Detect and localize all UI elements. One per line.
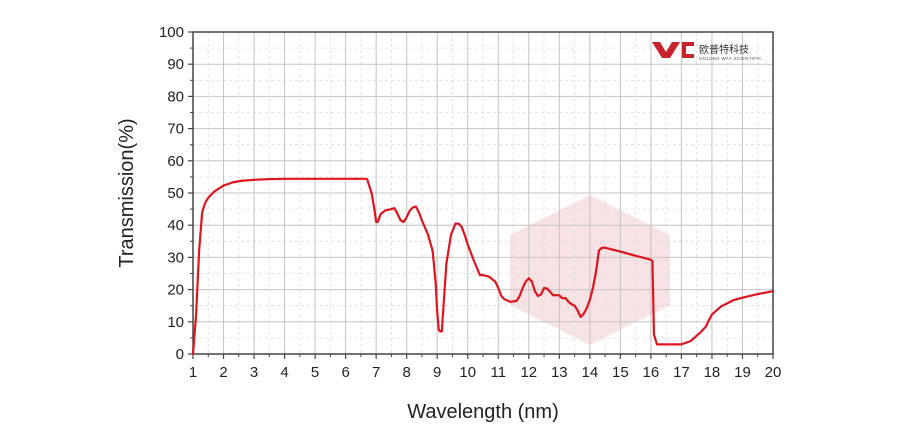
x-tick-label: 17 [673,364,690,381]
x-tick-label: 4 [280,364,288,381]
x-tick-label: 20 [765,364,782,381]
x-tick-label: 6 [341,364,349,381]
y-tick-label: 80 [167,88,184,105]
x-tick-label: 14 [581,364,598,381]
x-tick-label: 12 [520,364,537,381]
axis-ticks [188,31,774,359]
y-tick-label: 70 [167,121,184,138]
x-tick-label: 2 [219,364,227,381]
y-tick-label: 100 [159,24,184,41]
y-axis-title: Transmission(%) [116,118,138,267]
x-tick-label: 8 [403,364,411,381]
y-tick-label: 60 [167,153,184,170]
x-tick-label: 16 [643,364,660,381]
x-tick-label: 5 [311,364,319,381]
y-tick-labels: 0 10 20 30 40 50 60 70 80 90 100 [159,24,184,363]
y-tick-label: 30 [167,249,184,266]
x-tick-label: 15 [612,364,629,381]
logo-brand-en: GOLDEN WAY SCIENTIFIC [699,56,762,61]
x-tick-label: 11 [490,364,506,381]
x-tick-label: 18 [704,364,721,381]
x-axis-title: Wavelength (nm) [407,401,559,423]
grid [192,31,774,355]
brand-logo: 欧普特科技 GOLDEN WAY SCIENTIFIC [652,42,762,61]
x-tick-label: 13 [551,364,568,381]
x-tick-label: 9 [433,364,441,381]
x-tick-label: 7 [372,364,380,381]
x-tick-label: 19 [734,364,751,381]
x-tick-label: 1 [189,364,197,381]
y-tick-label: 40 [167,217,184,234]
logo-brand-cn: 欧普特科技 [699,43,749,56]
y-tick-label: 50 [167,185,184,202]
x-tick-label: 10 [459,364,476,381]
y-tick-label: 10 [167,314,184,331]
y-tick-label: 90 [167,56,184,73]
y-tick-label: 0 [176,346,184,363]
y-tick-label: 20 [167,282,184,299]
x-tick-labels: 1 2 3 4 5 6 7 8 9 10 11 12 13 14 15 16 17 18 19 20 [189,364,782,381]
transmission-series-line [191,177,775,356]
x-tick-label: 3 [250,364,258,381]
logo-mark-icon [652,42,694,58]
